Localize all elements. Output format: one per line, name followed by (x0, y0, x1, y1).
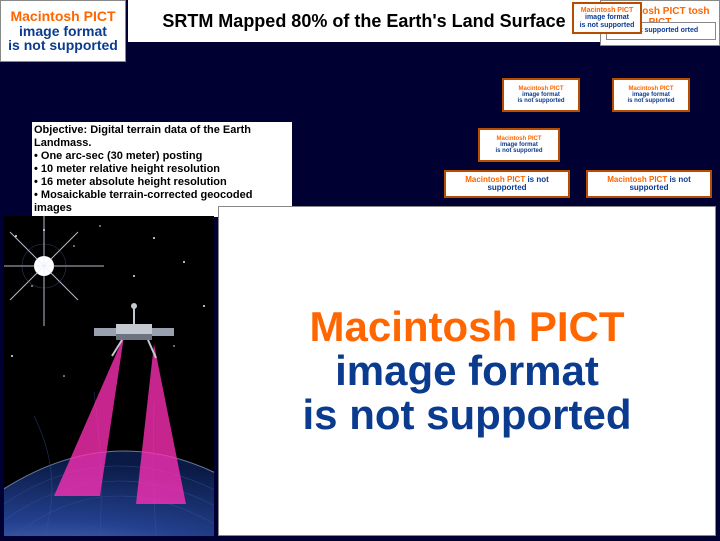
page-title: SRTM Mapped 80% of the Earth's Land Surf… (128, 0, 600, 42)
pict-badge-mid-5: Macintosh PICT is not supported (586, 170, 712, 198)
pict-badge-top-right-front: Macintosh PICT image format is not suppo… (572, 2, 642, 34)
pict-line3: is not supported (580, 22, 635, 29)
pict-badge-top-left: Macintosh PICT image format is not suppo… (0, 0, 126, 62)
pict-badge-mid-3: Macintosh PICT image format is not suppo… (478, 128, 560, 162)
pict-large-line2: image format (335, 349, 599, 393)
pict-line2: image format (8, 24, 118, 39)
pict-line3: is not supported (8, 38, 118, 53)
objective-block: Objective: Digital terrain data of the E… (32, 122, 292, 217)
pict-badge-mid-1: Macintosh PICT image format is not suppo… (502, 78, 580, 112)
satellite-illustration (4, 216, 214, 536)
objective-bullet-3: • 16 meter absolute height resolution (34, 176, 290, 189)
objective-bullet-1: • One arc-sec (30 meter) posting (34, 150, 290, 163)
pict-badge-large: Macintosh PICT image format is not suppo… (218, 206, 716, 536)
pict-line1: Macintosh PICT (580, 7, 635, 14)
satellite-svg (4, 216, 214, 536)
objective-heading: Objective: Digital terrain data of the E… (34, 124, 251, 149)
pict-line2: image format (580, 14, 635, 21)
pict-badge-mid-4: Macintosh PICT is not supported (444, 170, 570, 198)
pict-large-line1: Macintosh PICT (309, 305, 624, 349)
objective-bullet-2: • 10 meter relative height resolution (34, 163, 290, 176)
pict-line1: Macintosh PICT (8, 9, 118, 24)
pict-badge-mid-2: Macintosh PICT image format is not suppo… (612, 78, 690, 112)
pict-large-line3: is not supported (303, 393, 632, 437)
